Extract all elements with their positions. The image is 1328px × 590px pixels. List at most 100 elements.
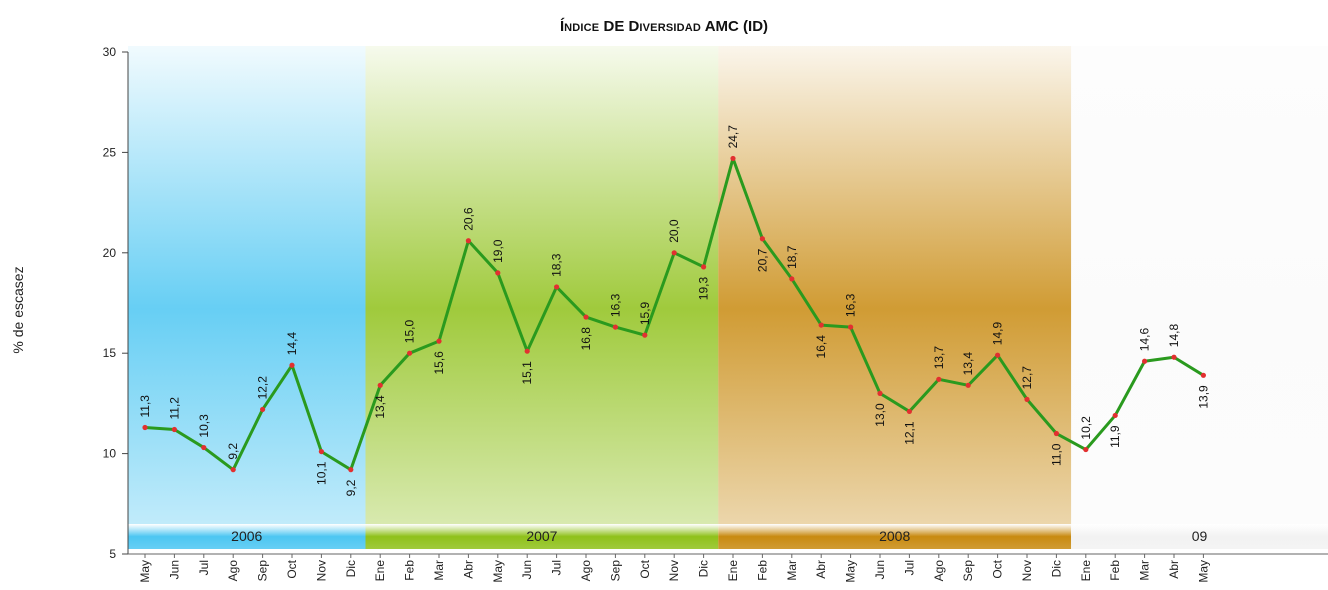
x-tick-label: Sep xyxy=(608,560,622,582)
data-label: 13,4 xyxy=(373,395,387,419)
data-point xyxy=(554,284,560,290)
data-label: 15,6 xyxy=(432,351,446,375)
data-point xyxy=(848,324,854,330)
data-label: 19,3 xyxy=(697,277,711,301)
x-tick-label: Nov xyxy=(1020,560,1034,581)
year-label-2008: 2008 xyxy=(879,528,910,544)
x-tick-label: Ago xyxy=(226,560,240,582)
data-point xyxy=(612,324,619,330)
data-point xyxy=(642,332,648,338)
data-point xyxy=(348,467,354,473)
data-label: 14,8 xyxy=(1167,324,1181,348)
data-point xyxy=(171,426,177,433)
data-point xyxy=(318,448,324,455)
data-point xyxy=(877,390,883,396)
data-label: 20,0 xyxy=(667,219,681,243)
y-tick-label: 30 xyxy=(103,45,117,59)
x-tick-label: Mar xyxy=(432,560,446,581)
data-label: 20,7 xyxy=(755,248,769,272)
data-label: 16,4 xyxy=(814,335,828,359)
year-strip-09 xyxy=(1071,524,1328,549)
data-label: 13,7 xyxy=(932,346,946,370)
data-point xyxy=(1024,396,1030,402)
x-tick-label: May xyxy=(491,560,505,583)
y-tick-label: 5 xyxy=(109,547,116,561)
x-tick-label: Oct xyxy=(285,559,299,578)
data-label: 20,6 xyxy=(461,207,475,231)
x-tick-label: May xyxy=(1196,560,1210,583)
data-label: 13,0 xyxy=(873,403,887,427)
data-label: 14,6 xyxy=(1138,328,1152,352)
data-label: 16,3 xyxy=(608,293,622,317)
year-band-2007 xyxy=(365,46,719,524)
data-label: 14,9 xyxy=(991,322,1005,346)
data-point xyxy=(730,155,736,162)
x-tick-label: Jul xyxy=(550,560,564,575)
data-point xyxy=(201,444,207,451)
data-point xyxy=(906,408,913,415)
year-band-2006 xyxy=(128,46,366,524)
data-label: 24,7 xyxy=(726,125,740,149)
x-tick-label: Ene xyxy=(373,560,387,582)
data-label: 9,2 xyxy=(226,443,240,460)
data-point xyxy=(995,352,1001,358)
data-point xyxy=(701,264,707,270)
x-tick-label: Jul xyxy=(197,560,211,575)
x-tick-label: Jul xyxy=(902,560,916,575)
x-tick-label: Ago xyxy=(579,560,593,582)
year-strip-2008 xyxy=(718,524,1072,549)
x-tick-label: Mar xyxy=(1138,560,1152,581)
data-label: 10,1 xyxy=(314,461,328,485)
data-point xyxy=(789,276,795,282)
x-tick-label: Nov xyxy=(667,560,681,581)
data-point xyxy=(465,238,471,244)
x-tick-label: May xyxy=(844,560,858,583)
x-tick-label: Jun xyxy=(167,560,181,579)
x-tick-label: Feb xyxy=(403,560,417,581)
x-tick-label: Sep xyxy=(961,560,975,582)
data-label: 12,1 xyxy=(902,421,916,445)
x-tick-label: Dic xyxy=(344,560,358,577)
data-label: 12,2 xyxy=(256,376,270,400)
data-point xyxy=(818,322,824,328)
data-point xyxy=(965,382,971,388)
data-label: 13,9 xyxy=(1196,385,1210,409)
x-tick-label: Ene xyxy=(1079,560,1093,582)
x-tick-label: Ene xyxy=(726,560,740,582)
data-label: 12,7 xyxy=(1020,366,1034,390)
data-point xyxy=(1200,372,1206,378)
data-label: 13,4 xyxy=(961,352,975,376)
y-tick-label: 25 xyxy=(103,145,117,159)
data-point xyxy=(142,424,148,431)
data-label: 15,9 xyxy=(638,301,652,325)
data-label: 16,8 xyxy=(579,327,593,351)
x-tick-label: Mar xyxy=(785,560,799,581)
x-tick-label: Dic xyxy=(1049,560,1063,577)
data-label: 19,0 xyxy=(491,239,505,263)
x-tick-label: Abr xyxy=(1167,560,1181,579)
data-point xyxy=(759,236,766,242)
data-label: 9,2 xyxy=(344,479,358,496)
data-point xyxy=(495,270,501,276)
data-label: 15,0 xyxy=(403,320,417,344)
year-strip-2007 xyxy=(365,524,719,549)
year-label-2007: 2007 xyxy=(526,528,557,544)
y-tick-label: 20 xyxy=(103,246,117,260)
x-tick-label: Sep xyxy=(256,560,270,582)
year-label-2006: 2006 xyxy=(231,528,262,544)
data-point xyxy=(936,376,942,382)
x-tick-label: Jun xyxy=(520,560,534,579)
y-tick-label: 15 xyxy=(103,346,117,360)
data-label: 10,3 xyxy=(197,414,211,438)
year-band-2008 xyxy=(718,46,1072,524)
data-label: 18,3 xyxy=(550,253,564,277)
x-tick-label: Oct xyxy=(991,559,1005,578)
data-label: 10,2 xyxy=(1079,416,1093,440)
chart-title: ÍNDICE DE DIVERSIDAD AMC (ID) xyxy=(559,18,769,35)
x-tick-label: Nov xyxy=(314,560,328,581)
data-label: 11,9 xyxy=(1108,425,1122,448)
data-point xyxy=(377,382,383,388)
data-point xyxy=(289,362,295,368)
data-point xyxy=(436,338,442,344)
data-label: 11,3 xyxy=(138,395,152,418)
